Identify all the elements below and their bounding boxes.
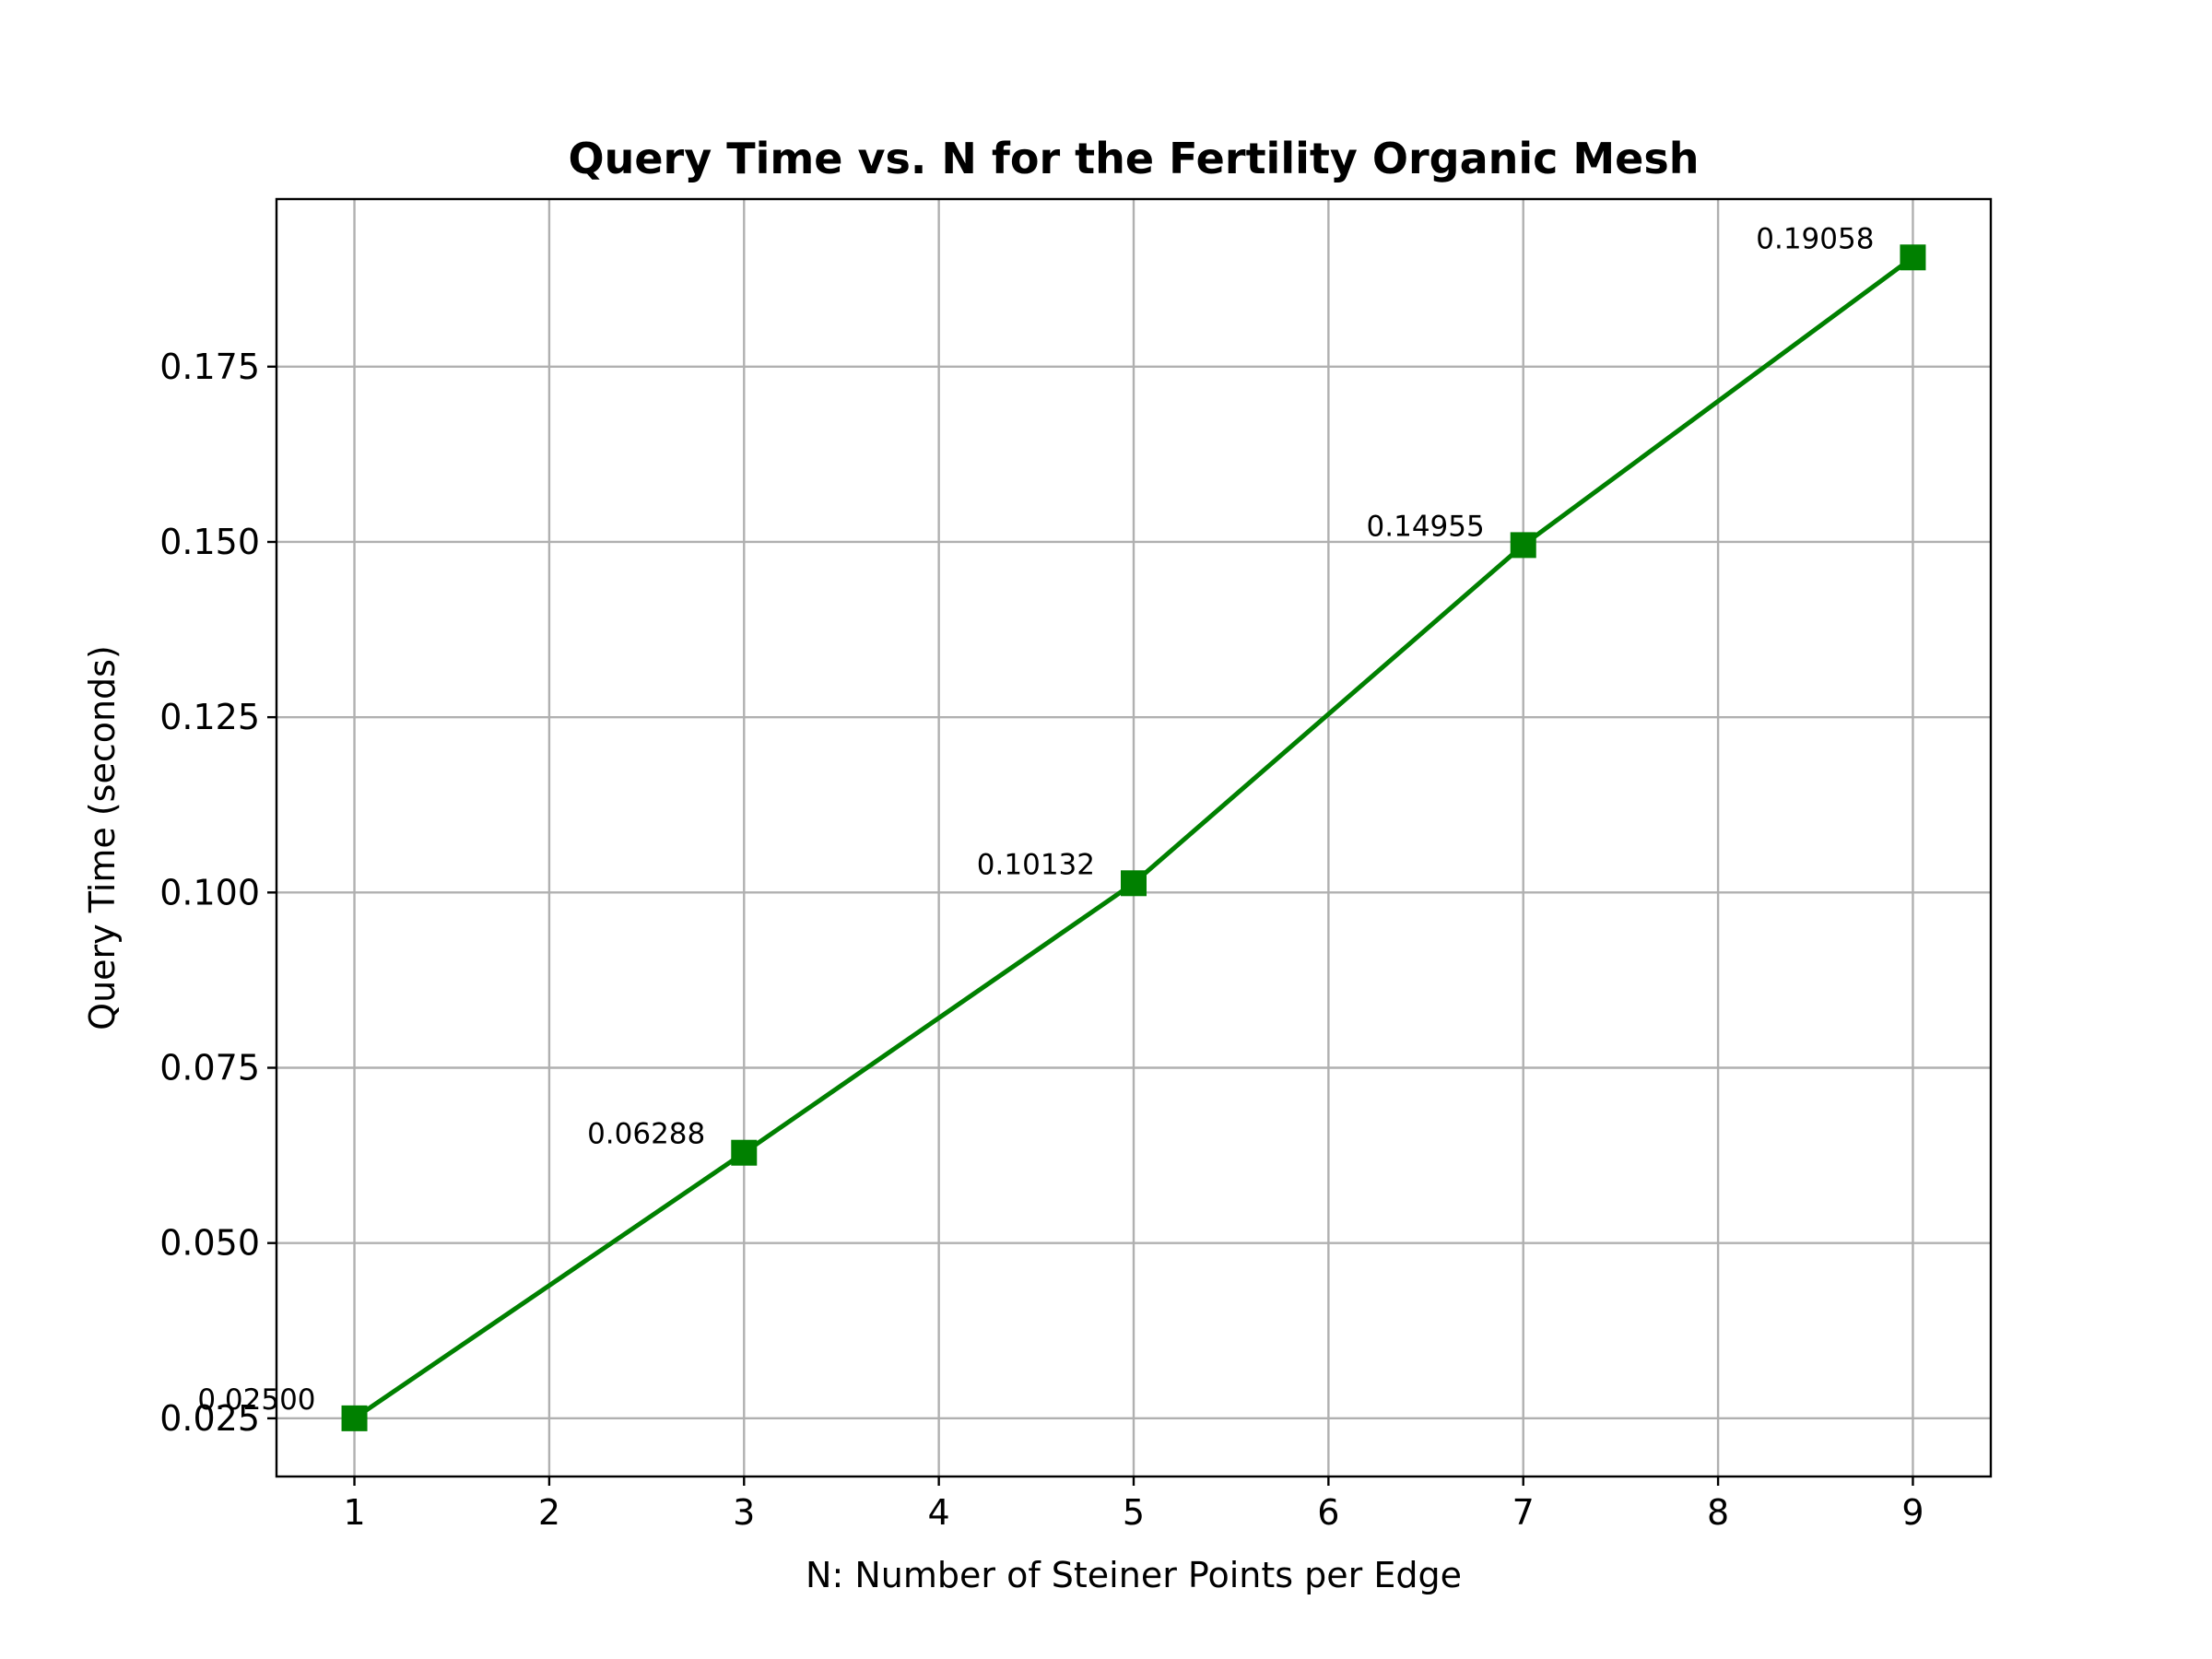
chart-title: Query Time vs. N for the Fertility Organ…: [568, 134, 1699, 183]
x-axis-label: N: Number of Steiner Points per Edge: [806, 1555, 1462, 1595]
x-tick-label: 9: [1901, 1492, 1924, 1533]
y-axis-label: Query Time (seconds): [82, 645, 123, 1030]
data-point-marker: [731, 1139, 758, 1166]
y-tick-label: 0.075: [159, 1048, 260, 1088]
y-tick-label: 0.150: [159, 522, 260, 562]
y-tick-label: 0.125: [159, 697, 260, 737]
data-label: 0.06288: [587, 1118, 705, 1151]
x-tick-label: 5: [1123, 1492, 1145, 1533]
y-tick-label: 0.025: [159, 1398, 260, 1439]
x-tick-label: 3: [733, 1492, 755, 1533]
y-tick-label: 0.100: [159, 872, 260, 912]
y-tick-label: 0.050: [159, 1223, 260, 1264]
data-point-marker: [1900, 244, 1926, 271]
data-point-marker: [1510, 532, 1536, 559]
data-label: 0.10132: [977, 848, 1095, 881]
y-tick-label: 0.175: [159, 347, 260, 387]
x-tick-label: 7: [1512, 1492, 1535, 1533]
ticks: 1 2 3 4 5 6 7 8 9 0.025 0.050 0.075 0.100 0.125 0.150 0…: [159, 347, 1924, 1533]
data-label: 0.02500: [197, 1383, 315, 1417]
data-point-marker: [341, 1405, 368, 1431]
x-tick-label: 8: [1707, 1492, 1729, 1533]
x-tick-label: 6: [1317, 1492, 1339, 1533]
x-tick-label: 4: [928, 1492, 950, 1533]
data-label: 0.14955: [1367, 510, 1485, 543]
x-tick-label: 2: [538, 1492, 560, 1533]
data-point-marker: [1121, 870, 1147, 897]
data-label: 0.19058: [1756, 222, 1874, 255]
series: 0.02500 0.06288 0.10132 0.14955 0.19058: [197, 222, 1926, 1431]
x-tick-label: 1: [343, 1492, 365, 1533]
